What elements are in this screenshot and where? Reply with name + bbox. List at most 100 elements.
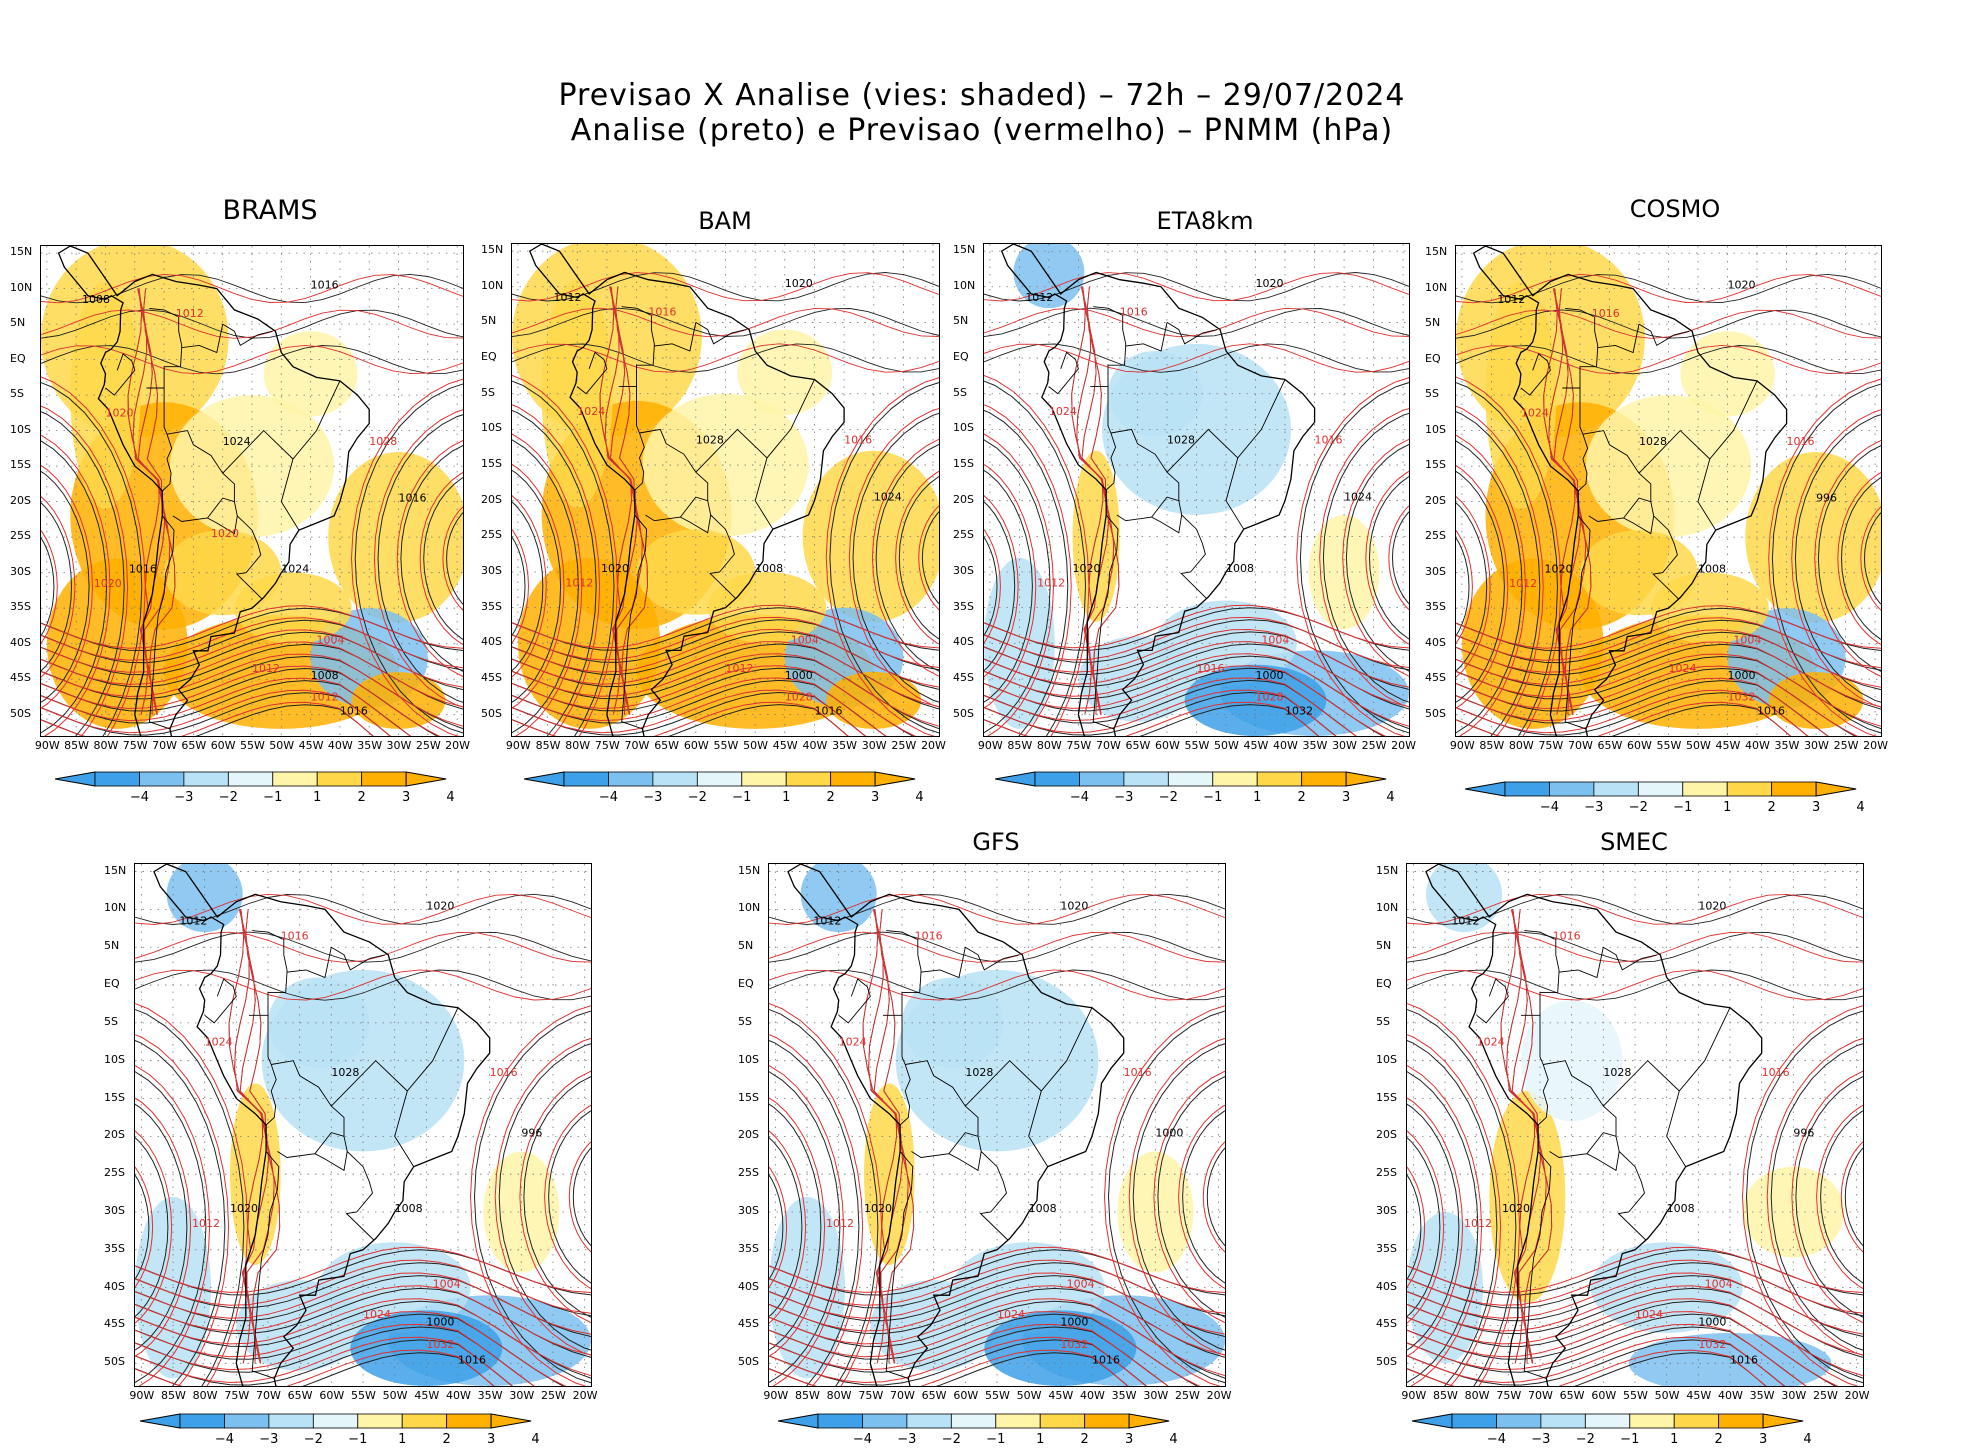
isobar: [41, 273, 463, 304]
colorbar-label: 3: [401, 790, 411, 805]
contour-label: 1032: [1698, 1338, 1726, 1351]
lat-tick-label: 15S: [953, 457, 974, 471]
lon-tick-label: 85W: [161, 1389, 186, 1402]
isobar: [512, 343, 939, 373]
contour-label: 1012: [192, 1217, 220, 1230]
isobar: [984, 380, 1087, 736]
isobar: [41, 529, 58, 644]
isobar: [1837, 471, 1881, 646]
lon-tick-label: 70W: [890, 1389, 915, 1402]
lat-tick-label: 5N: [1425, 316, 1441, 330]
country-border: [621, 514, 648, 730]
lat-tick-label: 20S: [738, 1128, 759, 1142]
colorbar-label: 1: [1036, 1432, 1045, 1447]
contour-label: 1016: [1124, 1066, 1152, 1079]
lat-tick-label: 10N: [10, 280, 33, 294]
contour-label: 1016: [1197, 662, 1225, 675]
country-border: [1638, 429, 1711, 474]
lat-tick-label: 40S: [104, 1279, 125, 1293]
country-border: [148, 515, 175, 730]
isobar: [984, 272, 1409, 302]
colorbar-segment: [563, 771, 609, 787]
isobar: [41, 465, 93, 709]
isobar: [875, 443, 939, 672]
lat-tick-label: 30S: [1376, 1204, 1397, 1217]
country-border: [222, 429, 294, 474]
contour-label: 1012: [1509, 577, 1537, 590]
contour-label: 1024: [205, 1036, 233, 1049]
lon-tick-label: 40W: [802, 739, 828, 752]
lon-tick-label: 35W: [1749, 1389, 1775, 1402]
isobar: [135, 1071, 207, 1384]
isobar: [512, 604, 939, 649]
lat-tick-label: 5N: [738, 939, 754, 953]
contour-label: 1024: [1477, 1036, 1505, 1049]
colorbar-segment: [316, 771, 363, 787]
isobar: [350, 378, 463, 736]
lon-tick-label: 80W: [192, 1389, 218, 1402]
country-border: [639, 428, 736, 599]
bias-shading: [984, 1310, 1137, 1386]
colorbar-segment: [1540, 1413, 1586, 1429]
lat-tick-label: 15S: [10, 458, 31, 472]
isobar: [1456, 434, 1527, 736]
lon-tick-label: 60W: [953, 1389, 979, 1402]
isobar: [825, 377, 939, 736]
country-border: [161, 434, 173, 492]
contour-label: 1000: [1698, 1315, 1726, 1328]
isobar: [1456, 273, 1881, 304]
country-border: [1697, 380, 1758, 531]
isobar: [135, 1034, 230, 1386]
isobar: [498, 1043, 591, 1351]
contour-label: 1028: [1603, 1066, 1631, 1079]
panel-title-smec: SMEC: [1600, 828, 1668, 856]
country-border: [1666, 1007, 1731, 1167]
colorbar-segment: [1451, 1413, 1497, 1429]
lat-tick-label: 10S: [953, 421, 974, 435]
lat-tick-label: 30S: [738, 1204, 759, 1217]
lat-tick-label: EQ: [104, 977, 120, 991]
lat-tick-label: 15N: [10, 245, 33, 259]
lat-tick-label: 10N: [738, 901, 761, 915]
colorbar-segment: [741, 771, 787, 787]
isobar: [512, 677, 887, 736]
country-border: [634, 432, 645, 491]
lat-tick-label: 10S: [10, 422, 31, 436]
isobar: [469, 1005, 591, 1386]
isobar: [1407, 1130, 1445, 1324]
contour-label: 1020: [1698, 899, 1726, 912]
isobar: [41, 345, 463, 375]
lat-tick-label: 5N: [104, 939, 120, 953]
isobar: [41, 496, 76, 678]
isobar: [1407, 1298, 1863, 1377]
isobar: [41, 617, 463, 669]
country-border: [618, 386, 640, 434]
isobar: [135, 1174, 150, 1281]
lon-tick-label: 75W: [1538, 739, 1564, 752]
isobar: [1456, 405, 1544, 736]
lon-tick-label: 90W: [129, 1389, 155, 1402]
country-border: [1476, 978, 1509, 1024]
isobar: [1863, 512, 1881, 605]
colorbar-label: 2: [1767, 800, 1776, 815]
lat-tick-label: 15S: [104, 1090, 125, 1104]
lat-tick-label: EQ: [1425, 351, 1441, 365]
lat-tick-label: 5S: [481, 385, 495, 399]
isobar: [769, 931, 1225, 963]
lat-tick-label: 5S: [738, 1014, 752, 1028]
contour-label: 1012: [252, 662, 280, 675]
isobar: [41, 273, 463, 304]
isobar: [1107, 1010, 1225, 1384]
colorbar-segment: [227, 771, 274, 787]
country-border: [204, 978, 237, 1024]
lat-tick-label: 45S: [10, 671, 31, 685]
colorbar-label: −1: [1673, 800, 1693, 815]
contour-label: 1028: [696, 434, 724, 447]
contour-label: 1016: [281, 930, 309, 943]
map-svg: 1012 1016 1020 1024 1028 1016 1020 1012 1008 1004…: [1456, 246, 1881, 736]
colorbar-segment: [1034, 771, 1080, 787]
isobar: [519, 1070, 591, 1324]
colorbar-label: 4: [1386, 790, 1395, 805]
isobar: [1771, 383, 1881, 734]
lon-tick-label: 30W: [1143, 1389, 1169, 1402]
